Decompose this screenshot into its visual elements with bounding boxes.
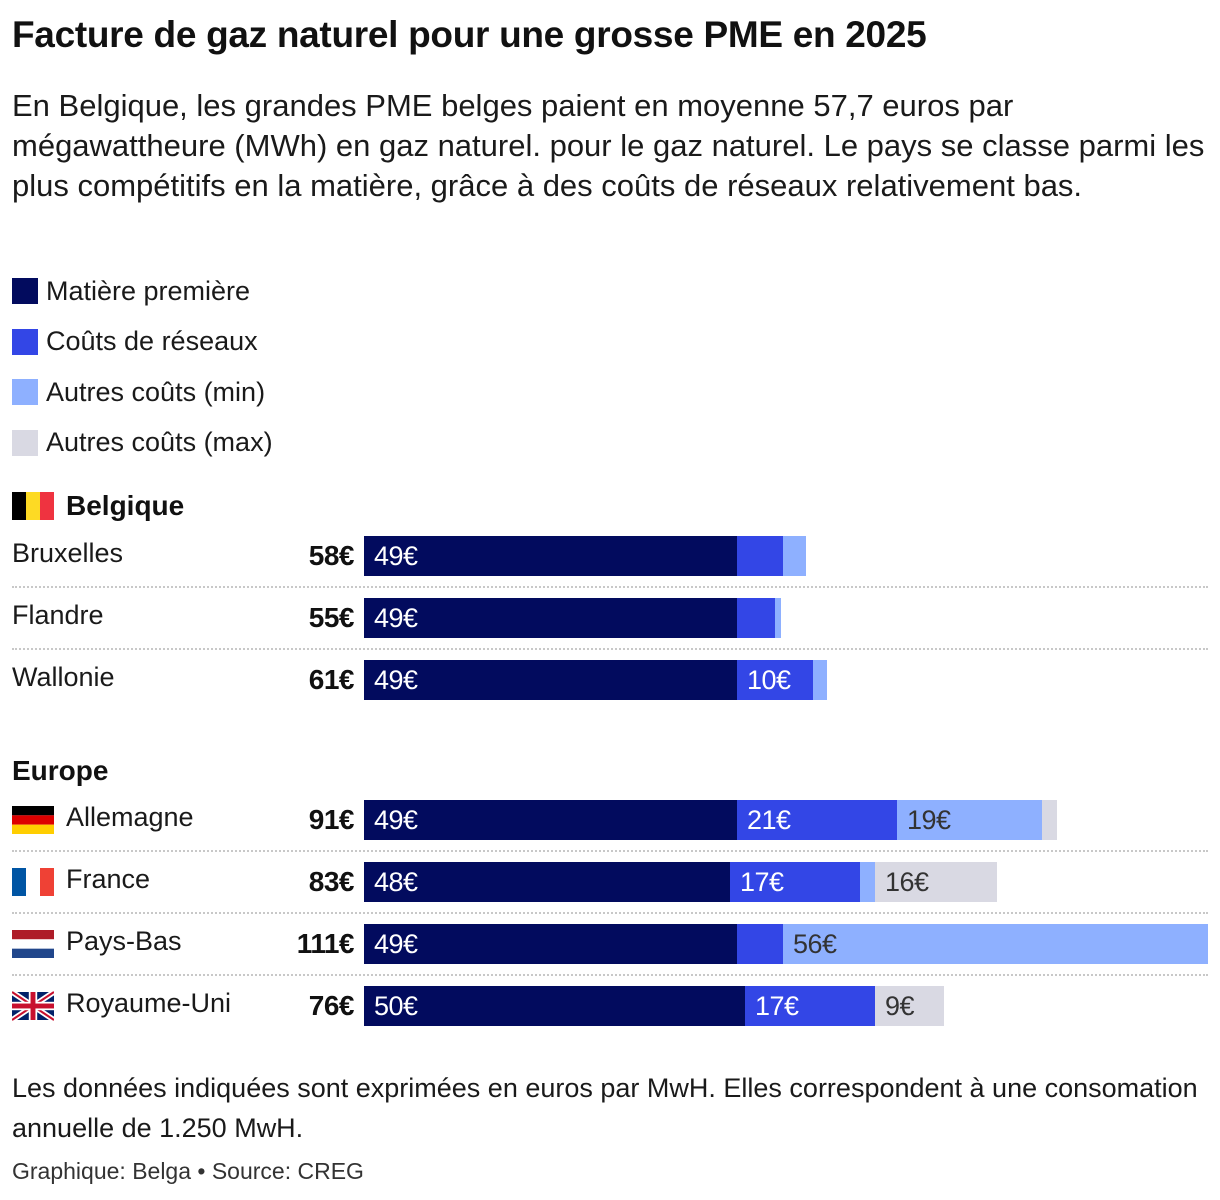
row-total: 58€: [308, 540, 355, 571]
row-label: Wallonie: [12, 662, 115, 692]
row-label: Allemagne: [66, 802, 194, 832]
bar-segment-matiere: [364, 598, 737, 638]
legend-item: Matière première: [12, 266, 273, 317]
row-total: 76€: [308, 990, 355, 1021]
legend-label: Autres coûts (min): [46, 376, 266, 407]
bar-segment-matiere: [364, 924, 737, 964]
section-title: Belgique: [12, 488, 184, 524]
chart-title: Facture de gaz naturel pour une grosse P…: [12, 14, 927, 55]
bar-segment-matiere: [364, 660, 737, 700]
row-label: Bruxelles: [12, 538, 124, 568]
row-label: Flandre: [12, 600, 104, 630]
legend-label: Autres coûts (max): [46, 427, 273, 458]
bar-segment-label: 49€: [374, 805, 418, 835]
bar-segment-autres-max: [875, 862, 997, 902]
bar-segment-autres-min: [783, 924, 1208, 964]
legend-label: Coûts de réseaux: [46, 326, 258, 357]
section-title-label: Europe: [12, 755, 109, 786]
legend-swatch: [12, 328, 38, 355]
bar-segment-reseaux: [745, 986, 875, 1026]
bar-segment-matiere: [364, 536, 737, 576]
row-label: Royaume-Uni: [66, 988, 232, 1018]
row-separator: [12, 850, 1208, 852]
bar-segment-reseaux: [737, 598, 775, 638]
bar-segment-reseaux: [737, 800, 897, 840]
bar-segment-label: 19€: [907, 805, 951, 835]
bar-segment-autres-min: [813, 660, 827, 700]
bar-segment-label: 9€: [885, 991, 915, 1021]
row-total: 83€: [308, 866, 355, 897]
row-separator: [12, 912, 1208, 914]
bar-segment-label: 10€: [747, 665, 791, 695]
section-title-label: Belgique: [66, 490, 185, 521]
bar-segment-label: 49€: [374, 665, 418, 695]
legend: Matière première Coûts de réseaux Autres c…: [12, 266, 273, 468]
belgium-flag-icon: [12, 491, 54, 521]
row-label: France: [66, 864, 151, 894]
bar-segment-label: 21€: [747, 805, 791, 835]
legend-label: Matière première: [46, 275, 251, 306]
bar-segment-autres-max: [1042, 800, 1057, 840]
chart-subtitle: En Belgique, les grandes PME belges paie…: [12, 88, 1205, 203]
legend-item: Autres coûts (min): [12, 367, 273, 418]
united-kingdom-flag-icon: [12, 991, 54, 1021]
row-total: 91€: [308, 804, 355, 835]
bar-segment-autres-min: [860, 862, 875, 902]
bar-segment-autres-min: [775, 598, 781, 638]
row-separator: [12, 586, 1208, 588]
row-total: 55€: [308, 602, 355, 633]
credit-line: Graphique: Belga • Source: CREG: [12, 1158, 364, 1184]
france-flag-icon: [12, 867, 54, 897]
legend-swatch: [12, 379, 38, 406]
bar-segment-label: 17€: [755, 991, 799, 1021]
bar-segment-matiere: [364, 862, 730, 902]
row-separator: [12, 974, 1208, 976]
bar-segment-autres-max: [875, 986, 944, 1026]
bar-segment-autres-min: [897, 800, 1042, 840]
netherlands-flag-icon: [12, 929, 54, 959]
legend-item: Coûts de réseaux: [12, 317, 273, 368]
bar-segment-label: 49€: [374, 929, 418, 959]
bar-segment-label: 49€: [374, 541, 418, 571]
bar-segment-matiere: [364, 986, 745, 1026]
section-title: Europe: [12, 753, 108, 789]
bar-segment-label: 56€: [793, 929, 837, 959]
bar-segment-reseaux: [737, 660, 813, 700]
row-separator: [12, 648, 1208, 650]
legend-swatch: [12, 429, 38, 456]
row-label: Pays-Bas: [66, 926, 182, 956]
bar-segment-label: 16€: [885, 867, 929, 897]
bar-segment-label: 49€: [374, 603, 418, 633]
footnote: Les données indiquées sont exprimées en …: [12, 1073, 1198, 1143]
legend-item: Autres coûts (max): [12, 418, 273, 469]
bar-segment-autres-min: [783, 536, 806, 576]
bar-segment-label: 17€: [740, 867, 784, 897]
bar-segment-label: 50€: [374, 991, 418, 1021]
row-total: 61€: [308, 664, 355, 695]
bar-segment-reseaux: [737, 924, 783, 964]
legend-swatch: [12, 278, 38, 305]
germany-flag-icon: [12, 805, 54, 835]
bar-segment-label: 48€: [374, 867, 418, 897]
bar-segment-reseaux: [730, 862, 860, 902]
row-total: 111€: [296, 928, 355, 959]
bar-segment-reseaux: [737, 536, 783, 576]
bar-segment-matiere: [364, 800, 737, 840]
